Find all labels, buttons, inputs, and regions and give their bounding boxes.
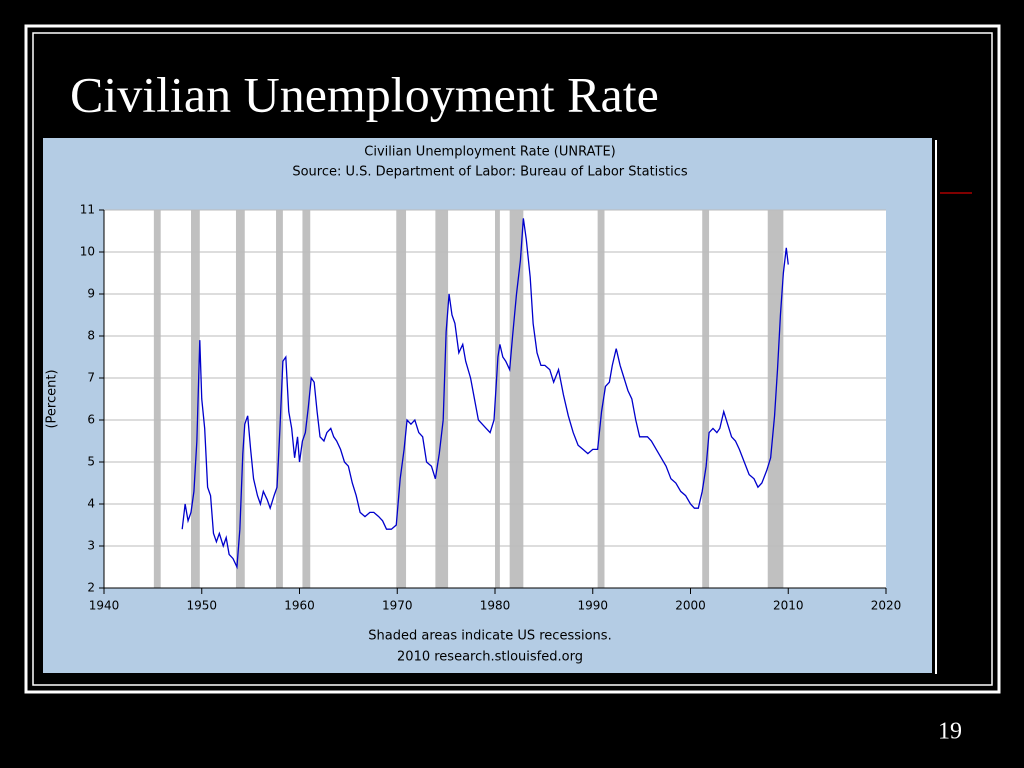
y-tick-label: 8 [87, 329, 95, 343]
y-tick-label: 4 [87, 497, 95, 511]
recession-band [153, 210, 161, 588]
recession-band [435, 210, 449, 588]
recession-band [702, 210, 710, 588]
y-tick-label: 2 [87, 581, 95, 595]
x-tick-label: 2010 [773, 599, 804, 613]
chart-note: Shaded areas indicate US recessions. [368, 629, 611, 644]
page-number: 19 [938, 719, 962, 745]
x-tick-label: 2000 [675, 599, 706, 613]
x-tick-label: 1990 [577, 599, 608, 613]
x-tick-label: 1970 [382, 599, 413, 613]
recession-band [235, 210, 245, 588]
recession-band [597, 210, 605, 588]
chart-title: Civilian Unemployment Rate (UNRATE) [364, 145, 615, 160]
y-tick-label: 7 [87, 371, 95, 385]
x-tick-label: 2020 [871, 599, 902, 613]
x-tick-label: 1960 [284, 599, 315, 613]
chart-subtitle: Source: U.S. Department of Labor: Bureau… [292, 165, 688, 180]
data-line [181, 218, 789, 570]
outer-border [24, 24, 1001, 694]
y-tick-label: 11 [80, 203, 95, 217]
chart-note: 2010 research.stlouisfed.org [397, 650, 583, 665]
recession-band [495, 210, 500, 588]
plot: 2 3 4 5 6 7 8 9 10 11 1940 1950 1960 1970 1980 1990 2000… [80, 203, 902, 613]
y-tick-label: 9 [87, 287, 95, 301]
x-tick-label: 1980 [480, 599, 511, 613]
x-tick-label: 1940 [89, 599, 120, 613]
y-tick-label: 6 [87, 413, 95, 427]
slide-title: Civilian Unemployment Rate [70, 66, 659, 122]
y-tick-label: 10 [80, 245, 95, 259]
recession-band [302, 210, 311, 588]
y-axis-label: (Percent) [45, 369, 60, 428]
recession-band [396, 210, 407, 588]
y-tick-label: 5 [87, 455, 95, 469]
recession-band [509, 210, 524, 588]
recession-band [276, 210, 283, 588]
y-tick-label: 3 [87, 539, 95, 553]
inner-border [32, 32, 993, 686]
x-tick-label: 1950 [186, 599, 217, 613]
recession-band [190, 210, 200, 588]
